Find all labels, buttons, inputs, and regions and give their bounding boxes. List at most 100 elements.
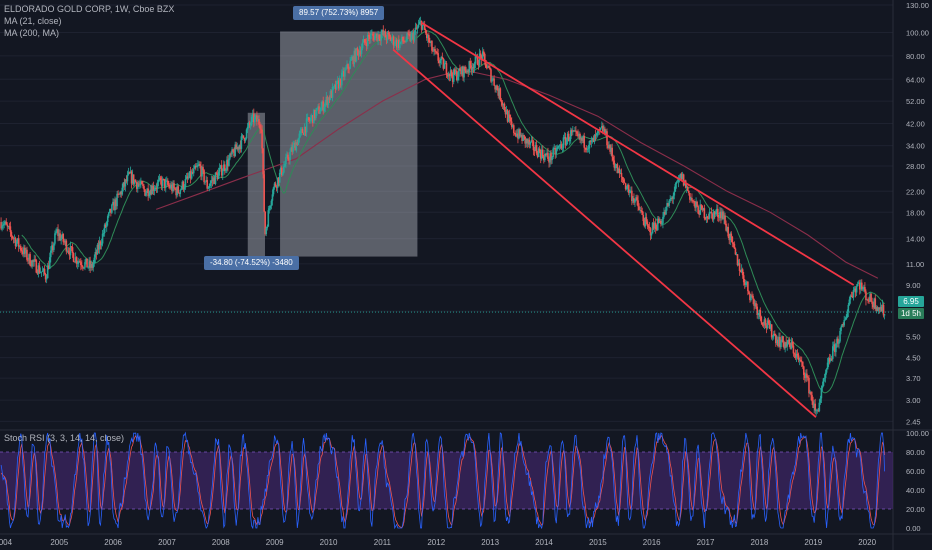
candle-body — [842, 324, 844, 326]
price-tick-label: 130.00 — [906, 1, 929, 10]
candle-body — [399, 41, 401, 48]
candle-body — [251, 113, 254, 117]
candle-body — [98, 241, 101, 250]
candle-body — [45, 278, 48, 280]
ma200-legend[interactable]: MA (200, MA) — [4, 28, 60, 38]
candle-body — [359, 50, 362, 55]
candle-body — [126, 174, 129, 182]
drop-annotation[interactable]: -34.80 (-74.52%) -3480 — [204, 256, 299, 270]
time-axis[interactable]: 004 2005 2006 2007 2008 2009 2010 2011 2012 2013 2… — [0, 538, 877, 547]
candle-body — [141, 181, 143, 185]
candle-body — [524, 136, 526, 144]
stoch-legend[interactable]: Stoch RSI (3, 3, 14, 14, close) — [4, 433, 125, 443]
rise-annotation[interactable]: 89.57 (752.73%) 8957 — [293, 6, 385, 20]
candle-body — [599, 127, 602, 130]
candle-body — [179, 189, 182, 194]
candle-body — [118, 193, 120, 195]
candle-body — [383, 31, 386, 35]
candle-body — [547, 152, 549, 160]
price-tick-label: 42.00 — [906, 119, 925, 128]
candle-body — [272, 187, 275, 195]
candle-body — [539, 151, 542, 159]
candle-body — [533, 150, 536, 151]
candle-body — [545, 153, 547, 156]
candle-body — [345, 68, 347, 70]
candle-body — [594, 134, 597, 136]
candle-body — [572, 130, 574, 133]
candle-body — [818, 402, 821, 412]
candle-body — [92, 262, 95, 268]
price-axis[interactable]: 130.00 100.00 80.00 64.00 52.00 42.00 34.00 28.… — [892, 0, 929, 550]
candle-body — [418, 21, 421, 25]
candle-body — [110, 208, 112, 213]
candle-body — [243, 137, 246, 141]
candle-body — [584, 147, 587, 149]
measure-rectangle — [247, 112, 265, 257]
candle-body — [302, 133, 305, 135]
candle-body — [46, 265, 49, 279]
candle-body — [780, 341, 782, 348]
candle-body — [376, 33, 378, 41]
candle-body — [710, 211, 713, 214]
candle-body — [569, 130, 572, 139]
stoch-axis[interactable]: 100.00 80.00 60.00 40.00 20.00 0.00 — [906, 429, 929, 533]
candle-body — [331, 86, 334, 98]
trendlines[interactable] — [392, 21, 855, 418]
candle-body — [334, 84, 337, 90]
candle-body — [692, 200, 694, 202]
candle-body — [308, 120, 311, 121]
candle-body — [241, 135, 244, 137]
candle-body — [358, 50, 361, 56]
candle-body — [498, 88, 501, 96]
candle-body — [549, 153, 551, 163]
candle-body — [136, 184, 139, 189]
candle-body — [698, 213, 700, 215]
candle-body — [709, 211, 712, 213]
candle-body — [172, 183, 174, 192]
candle-body — [764, 319, 767, 326]
candle-body — [37, 265, 40, 274]
candle-body — [619, 172, 622, 174]
stoch-tick-label: 0.00 — [906, 524, 921, 533]
candle-body — [660, 220, 662, 224]
candle-body — [195, 165, 197, 168]
candle-body — [356, 48, 359, 51]
candle-body — [526, 139, 529, 144]
candle-body — [84, 262, 86, 268]
candle-body — [612, 156, 615, 161]
candle-body — [287, 154, 289, 160]
candle-body — [821, 385, 824, 389]
candle-body — [217, 171, 220, 180]
candle-body — [757, 313, 760, 316]
candle-body — [850, 295, 853, 297]
candle-body — [472, 67, 475, 69]
candle-body — [68, 251, 71, 256]
candle-body — [848, 299, 851, 305]
candle-body — [719, 211, 721, 218]
candle-body — [225, 169, 227, 171]
candle-body — [570, 130, 573, 133]
candle-body — [579, 134, 581, 140]
candle-body — [329, 90, 332, 100]
price-tick-label: 14.00 — [906, 235, 925, 244]
candle-body — [459, 68, 461, 71]
candle-body — [785, 342, 787, 347]
candle-body — [81, 264, 83, 267]
candle-body — [538, 148, 541, 152]
candle-body — [537, 148, 540, 158]
candle-body — [493, 78, 495, 86]
candle-body — [25, 249, 27, 254]
candle-body — [55, 232, 57, 234]
candle-body — [342, 71, 344, 73]
candle-body — [401, 36, 403, 42]
candle-body — [407, 33, 409, 35]
candle-body — [771, 336, 774, 338]
candle-body — [823, 377, 826, 379]
candle-body — [882, 304, 885, 316]
candle-body — [13, 238, 16, 240]
ma21-legend[interactable]: MA (21, close) — [4, 16, 62, 26]
candle-body — [800, 361, 803, 363]
price-tick-label: 22.00 — [906, 187, 925, 196]
candle-body — [427, 35, 429, 39]
